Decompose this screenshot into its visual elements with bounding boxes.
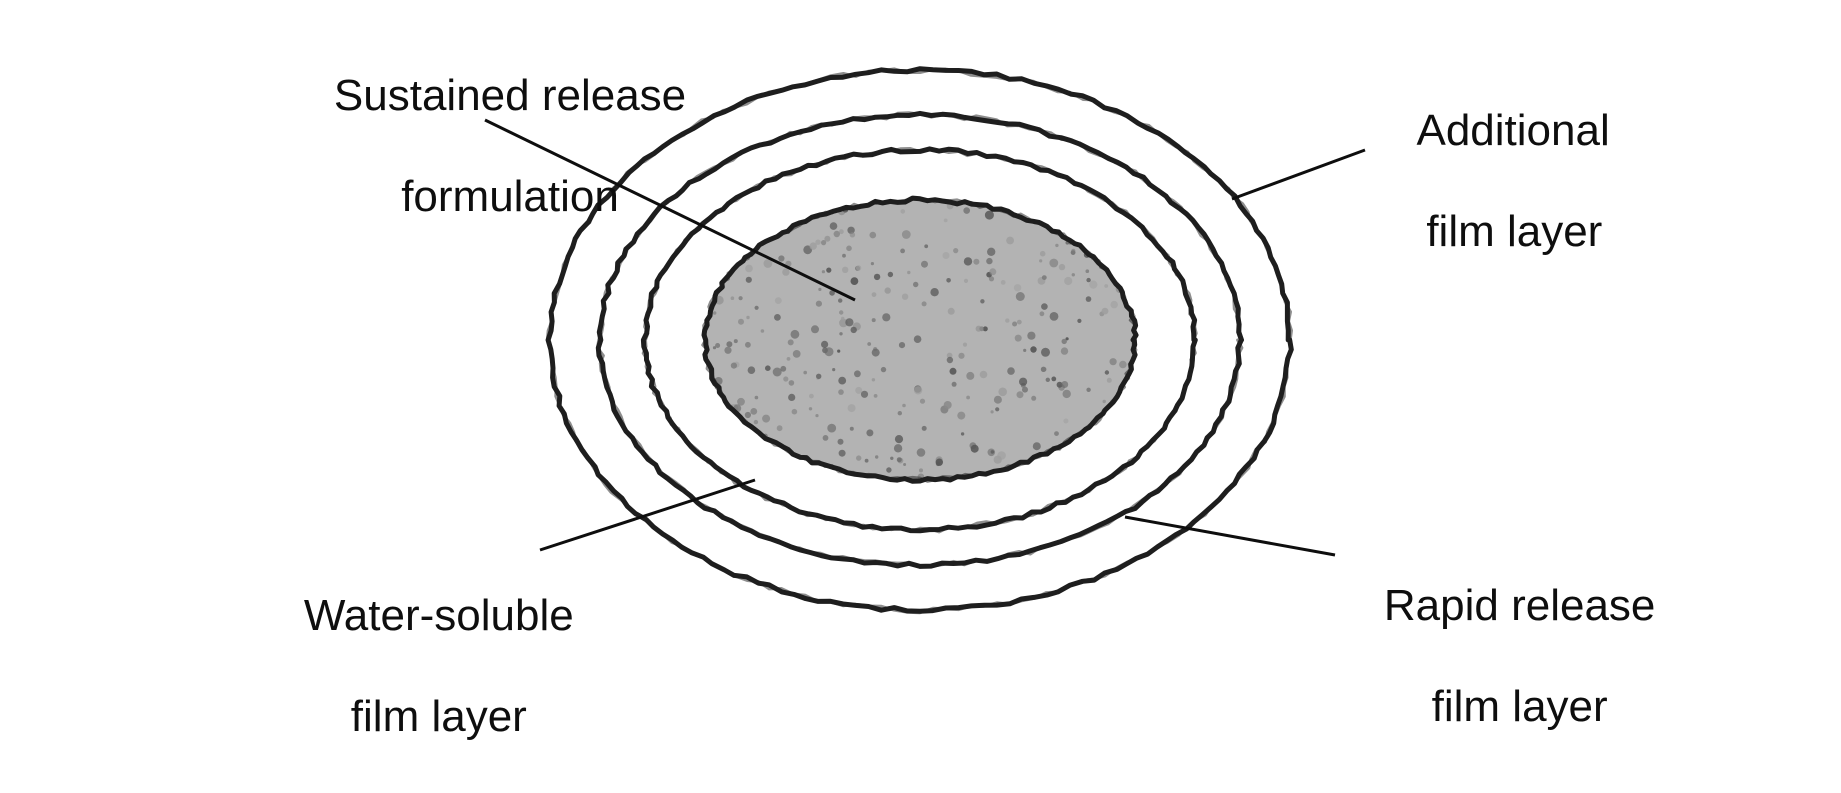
label-water-soluble: Water-soluble film layer [255,540,574,793]
label-additional-film: Additional film layer [1370,55,1610,308]
label-additional-film-line1: Additional [1416,106,1609,155]
label-water-soluble-line1: Water-soluble [304,591,574,640]
diagram-container: Sustained release formulation Additional… [0,0,1841,773]
label-sustained-release: Sustained release formulation [285,20,686,273]
label-water-soluble-line2: film layer [351,692,527,741]
label-rapid-release-line1: Rapid release [1384,581,1656,630]
leader-additional [1232,150,1365,199]
label-additional-film-line2: film layer [1426,207,1602,256]
label-rapid-release-line2: film layer [1432,682,1608,731]
label-sustained-release-line2: formulation [401,172,619,221]
label-rapid-release: Rapid release film layer [1335,530,1655,783]
label-sustained-release-line1: Sustained release [334,71,686,120]
